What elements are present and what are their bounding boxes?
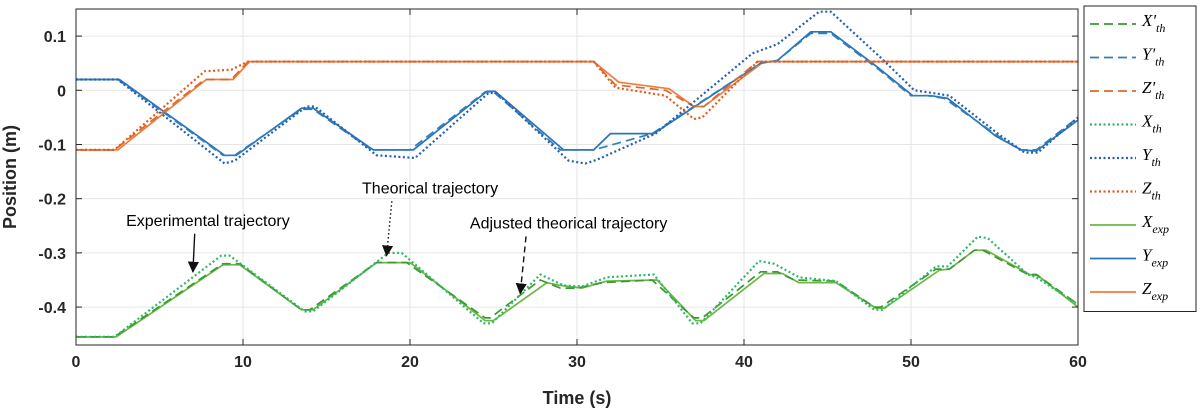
y-tick-label: -0.2 — [38, 192, 66, 209]
legend-entry-label: Zexp — [1142, 279, 1168, 303]
legend-entry-label: Yexp — [1142, 246, 1168, 270]
legend-box — [1083, 5, 1197, 312]
axis-ticks: 0 10 20 30 40 50 60 0.1 0 -0.1 -0.2 -0.3 -0.4 — [38, 9, 1087, 371]
x-tick-label: 50 — [902, 354, 920, 371]
series-line-Yth — [76, 10, 1079, 165]
x-tick-label: 20 — [401, 354, 419, 371]
x-tick-label: 10 — [234, 354, 252, 371]
legend-entry-label: Xth — [1141, 112, 1162, 136]
annotation-arrow — [515, 236, 527, 295]
y-tick-label: -0.3 — [38, 246, 66, 263]
legend: X'th Y'th Z'th Xth Yth Zth Xexp Yexp Zexp — [1083, 5, 1197, 312]
x-tick-label: 0 — [72, 354, 81, 371]
y-tick-label: 0.1 — [44, 29, 66, 46]
series-line-Zpth — [76, 60, 1078, 151]
annotation-label: Adjusted theorical trajectory — [470, 215, 667, 232]
legend-entry-label: Xexp — [1141, 212, 1169, 236]
y-axis-label: Position (m) — [0, 125, 20, 229]
y-tick-label: -0.1 — [38, 137, 66, 154]
legend-entry-label: Y'th — [1142, 45, 1164, 69]
x-tick-label: 30 — [568, 354, 586, 371]
series-line-Ypth — [76, 32, 1079, 157]
annotation-label: Theorical trajectory — [362, 180, 498, 197]
legend-entry-label: Zth — [1142, 179, 1161, 203]
y-tick-label: -0.4 — [38, 300, 66, 317]
y-tick-label: 0 — [57, 83, 66, 100]
annotation-arrow — [187, 233, 199, 273]
annotation-arrow — [382, 201, 394, 257]
legend-entry-label: Z'th — [1142, 78, 1164, 102]
x-axis-label: Time (s) — [543, 388, 612, 408]
grid — [75, 9, 1079, 345]
series-line-Xth — [76, 235, 1079, 338]
legend-entry-label: X'th — [1141, 11, 1165, 35]
annotations: Theorical trajectory Experimental traject… — [126, 180, 667, 295]
annotation-label: Experimental trajectory — [126, 213, 290, 230]
series-lines — [76, 10, 1079, 338]
legend-entry-label: Yth — [1142, 145, 1161, 169]
x-tick-label: 40 — [735, 354, 753, 371]
x-tick-label: 60 — [1069, 354, 1087, 371]
